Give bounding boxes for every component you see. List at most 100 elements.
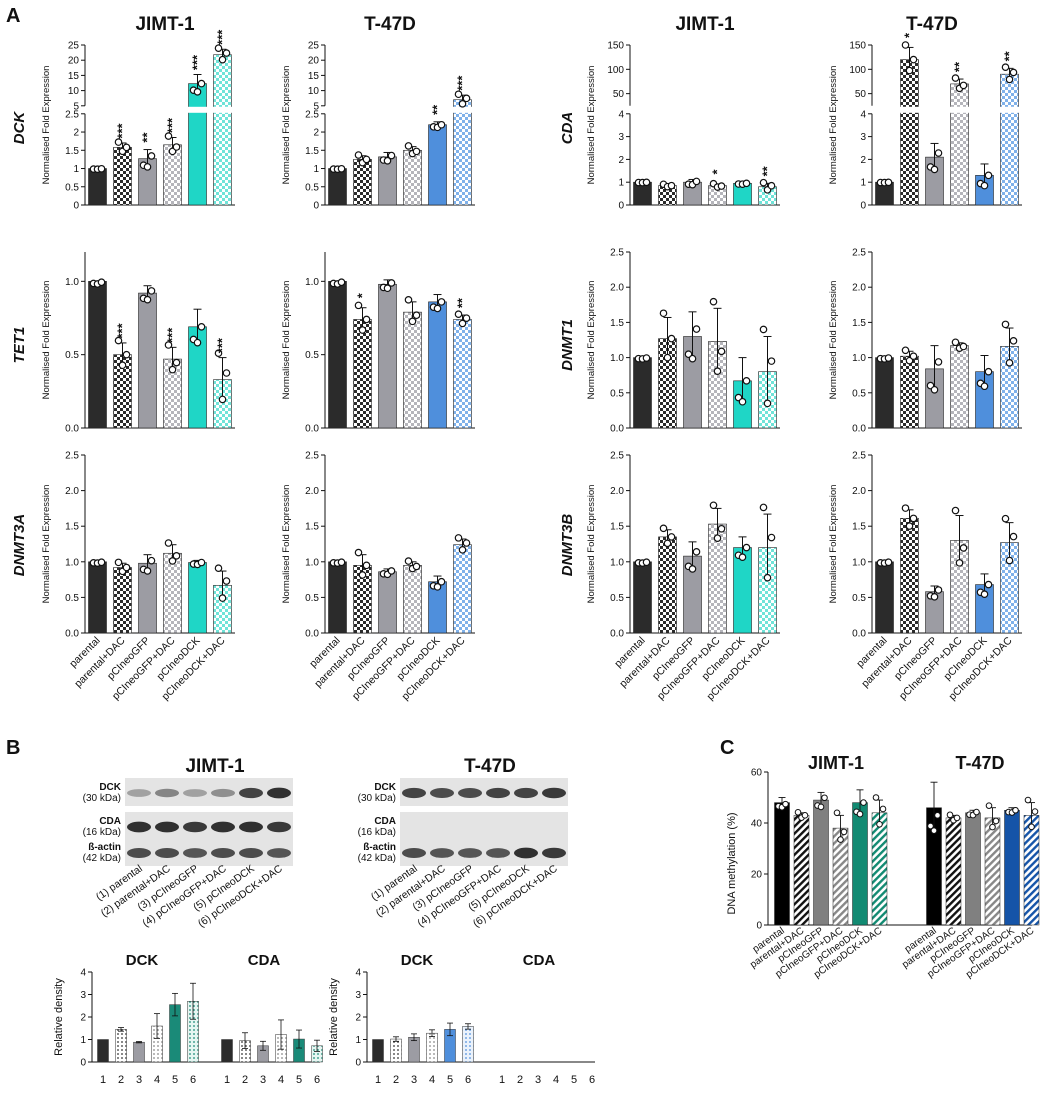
replicate-point bbox=[404, 557, 413, 565]
replicate-point bbox=[909, 514, 918, 523]
x-tick-label: 4 bbox=[154, 1074, 160, 1086]
significance-marker: *** bbox=[115, 322, 130, 338]
replicate-point bbox=[404, 296, 413, 304]
bar bbox=[900, 59, 919, 206]
bar bbox=[403, 565, 422, 634]
x-tick-label: 6 bbox=[314, 1074, 320, 1086]
replicate-point bbox=[147, 556, 156, 565]
replicate-point bbox=[951, 506, 960, 515]
y-tick-label: 0.0 bbox=[65, 424, 79, 435]
replicate-point bbox=[946, 811, 954, 819]
gene-label-dnmt3a: DNMT3A bbox=[11, 514, 28, 577]
bar bbox=[428, 124, 447, 206]
replicate-point bbox=[358, 571, 367, 579]
blot-band bbox=[211, 788, 235, 798]
replicate-point bbox=[193, 338, 202, 347]
y-tick-label: 0.0 bbox=[305, 629, 319, 640]
replicate-point bbox=[193, 88, 202, 96]
replicate-point bbox=[222, 49, 231, 57]
panel-label-c: C bbox=[720, 737, 734, 759]
chart-a-dnmt3b-t-47d: Normalised Fold Expression 0.0 0.5 1.0 1.5 2.… bbox=[828, 451, 1022, 703]
replicate-point bbox=[383, 156, 392, 165]
replicate-point bbox=[837, 836, 844, 843]
y-tick-label: 2.5 bbox=[610, 451, 624, 462]
gene-label-dck: DCK bbox=[11, 111, 28, 145]
replicate-point bbox=[197, 558, 206, 567]
blot-row-name: CDA bbox=[374, 816, 396, 827]
y-tick-label: 2 bbox=[860, 155, 866, 166]
replicate-point bbox=[884, 354, 893, 362]
significance-marker: *** bbox=[215, 29, 230, 45]
replicate-point bbox=[97, 164, 106, 173]
significance-marker: * bbox=[355, 292, 370, 298]
methylation-bar bbox=[965, 812, 981, 926]
chart-a-dck-jimt-1: Normalised Fold Expression 0 0.5 1 1.5 2 2.55 1… bbox=[41, 29, 235, 212]
replicate-point bbox=[454, 310, 463, 318]
western-blot-jimt-1: JIMT-1 DCK(30 kDa) CDA(16 kDa) ß-actin(42 k… bbox=[83, 756, 293, 930]
replicate-point bbox=[901, 504, 910, 512]
y-tick-label: 0 bbox=[618, 201, 624, 212]
x-tick-label: 3 bbox=[260, 1074, 266, 1086]
y-tick-label: 3 bbox=[618, 132, 624, 143]
blot-band bbox=[239, 848, 263, 858]
x-tick-label: 1 bbox=[224, 1074, 230, 1086]
y-tick-label: 1.5 bbox=[610, 318, 624, 329]
y-tick-label: 0.0 bbox=[852, 424, 866, 435]
replicate-point bbox=[980, 181, 989, 190]
bar bbox=[658, 536, 677, 634]
y-tick-label: 2 bbox=[618, 155, 624, 166]
y-tick-label: 25 bbox=[308, 41, 320, 52]
bar bbox=[328, 561, 347, 634]
replicate-point bbox=[876, 820, 883, 828]
replicate-point bbox=[930, 827, 938, 834]
bar bbox=[378, 571, 397, 634]
y-tick-label: 0 bbox=[80, 1058, 86, 1069]
chart-a-cda-t-47d: Normalised Fold Expression 0 1 2 3 4 50 100 150 *… bbox=[828, 32, 1022, 212]
replicate-point bbox=[337, 164, 346, 173]
blot-band bbox=[514, 787, 538, 799]
replicate-point bbox=[759, 178, 768, 187]
replicate-point bbox=[709, 297, 718, 306]
replicate-point bbox=[738, 553, 747, 561]
replicate-point bbox=[172, 552, 181, 560]
significance-marker: *** bbox=[165, 327, 180, 343]
blot-strip bbox=[400, 778, 568, 806]
y-tick-label: 50 bbox=[613, 89, 625, 100]
blot-band bbox=[430, 848, 454, 858]
x-tick-label: 3 bbox=[136, 1074, 142, 1086]
axis-break-gap bbox=[187, 106, 208, 113]
replicate-point bbox=[408, 317, 417, 326]
methylation-bar bbox=[984, 817, 1001, 926]
y-axis-label: Normalised Fold Expression bbox=[586, 485, 597, 604]
replicate-point bbox=[462, 539, 471, 547]
x-tick-label: 4 bbox=[429, 1074, 435, 1086]
y-tick-label: 1.0 bbox=[305, 557, 319, 568]
title-a-jimt-right: JIMT-1 bbox=[675, 14, 735, 35]
replicate-point bbox=[709, 501, 718, 510]
significance-marker: * bbox=[710, 169, 725, 175]
replicate-point bbox=[989, 823, 996, 831]
y-axis-label: DNA methylation (%) bbox=[726, 812, 738, 914]
replicate-point bbox=[214, 349, 223, 358]
replicate-point bbox=[437, 120, 446, 129]
replicate-point bbox=[973, 808, 980, 816]
y-tick-label: 0.5 bbox=[305, 350, 319, 361]
y-tick-label: 1.5 bbox=[610, 522, 624, 533]
bar bbox=[950, 83, 969, 206]
y-axis-label: Normalised Fold Expression bbox=[281, 281, 292, 400]
y-tick-label: 1.0 bbox=[305, 277, 319, 288]
replicate-point bbox=[884, 178, 893, 187]
replicate-point bbox=[663, 539, 672, 548]
significance-marker: ** bbox=[455, 297, 470, 308]
blot-strip bbox=[125, 838, 293, 866]
y-tick-label: 2.5 bbox=[305, 109, 319, 120]
replicate-point bbox=[437, 298, 446, 306]
replicate-point bbox=[354, 301, 363, 310]
blot-strip bbox=[400, 838, 568, 866]
y-tick-label: 2 bbox=[73, 128, 79, 139]
gene-label-dnmt3b: DNMT3B bbox=[559, 514, 576, 577]
x-tick-label: 1 bbox=[499, 1074, 505, 1086]
blot-row-kda: (30 kDa) bbox=[83, 793, 121, 804]
replicate-point bbox=[763, 399, 772, 408]
blot-band bbox=[155, 848, 179, 858]
